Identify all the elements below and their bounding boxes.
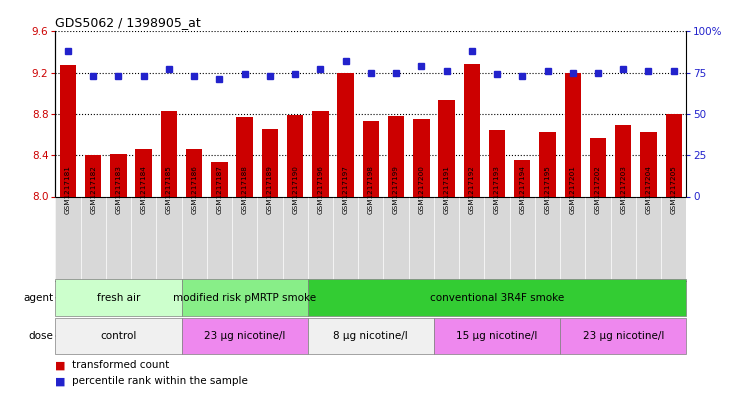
Bar	[615, 125, 632, 196]
Text: transformed count: transformed count	[72, 360, 169, 371]
Text: modified risk pMRTP smoke: modified risk pMRTP smoke	[173, 293, 316, 303]
Text: GSM1217195: GSM1217195	[545, 165, 551, 214]
Bar	[136, 149, 152, 196]
Text: GSM1217205: GSM1217205	[671, 165, 677, 214]
Text: GSM1217192: GSM1217192	[469, 165, 475, 214]
Text: GDS5062 / 1398905_at: GDS5062 / 1398905_at	[55, 17, 201, 29]
Text: GSM1217204: GSM1217204	[646, 165, 652, 214]
Text: control: control	[100, 331, 137, 341]
Text: GSM1217191: GSM1217191	[444, 165, 449, 214]
Text: 15 μg nicotine/l: 15 μg nicotine/l	[456, 331, 538, 341]
Bar	[489, 130, 506, 196]
Text: GSM1217187: GSM1217187	[216, 165, 222, 214]
Text: GSM1217202: GSM1217202	[595, 165, 601, 214]
Bar	[463, 64, 480, 196]
Bar	[186, 149, 202, 196]
Bar	[236, 117, 253, 196]
Text: GSM1217193: GSM1217193	[494, 165, 500, 214]
Text: 23 μg nicotine/l: 23 μg nicotine/l	[582, 331, 664, 341]
Bar	[413, 119, 430, 196]
Bar	[161, 111, 177, 196]
Bar	[438, 99, 455, 196]
Text: conventional 3R4F smoke: conventional 3R4F smoke	[430, 293, 564, 303]
Bar	[539, 132, 556, 196]
Text: agent: agent	[23, 293, 53, 303]
Text: GSM1217198: GSM1217198	[368, 165, 374, 214]
Bar	[312, 111, 328, 196]
Text: ■: ■	[55, 360, 66, 371]
Text: GSM1217185: GSM1217185	[166, 165, 172, 214]
Bar	[211, 162, 227, 196]
Bar	[388, 116, 404, 196]
Text: GSM1217182: GSM1217182	[90, 165, 96, 214]
Text: dose: dose	[28, 331, 53, 341]
Text: GSM1217200: GSM1217200	[418, 165, 424, 214]
Bar	[287, 115, 303, 196]
Bar	[362, 121, 379, 196]
Bar	[337, 73, 354, 196]
Text: GSM1217190: GSM1217190	[292, 165, 298, 214]
Bar	[262, 129, 278, 196]
Bar	[60, 66, 76, 196]
Text: GSM1217201: GSM1217201	[570, 165, 576, 214]
Text: GSM1217186: GSM1217186	[191, 165, 197, 214]
Text: GSM1217181: GSM1217181	[65, 165, 71, 214]
Bar	[85, 155, 101, 196]
Text: GSM1217194: GSM1217194	[520, 165, 525, 214]
Bar	[514, 160, 531, 196]
Bar	[641, 132, 657, 196]
Text: percentile rank within the sample: percentile rank within the sample	[72, 376, 247, 386]
Bar	[565, 73, 581, 196]
Text: GSM1217199: GSM1217199	[393, 165, 399, 214]
Text: GSM1217188: GSM1217188	[241, 165, 248, 214]
Text: GSM1217196: GSM1217196	[317, 165, 323, 214]
Bar	[590, 138, 606, 196]
Bar	[110, 154, 127, 196]
Text: 23 μg nicotine/l: 23 μg nicotine/l	[204, 331, 286, 341]
Text: GSM1217189: GSM1217189	[267, 165, 273, 214]
Bar	[666, 114, 682, 196]
Text: GSM1217184: GSM1217184	[141, 165, 147, 214]
Text: GSM1217197: GSM1217197	[342, 165, 348, 214]
Text: GSM1217183: GSM1217183	[115, 165, 122, 214]
Text: ■: ■	[55, 376, 66, 386]
Text: 8 μg nicotine/l: 8 μg nicotine/l	[334, 331, 408, 341]
Text: fresh air: fresh air	[97, 293, 140, 303]
Text: GSM1217203: GSM1217203	[620, 165, 627, 214]
